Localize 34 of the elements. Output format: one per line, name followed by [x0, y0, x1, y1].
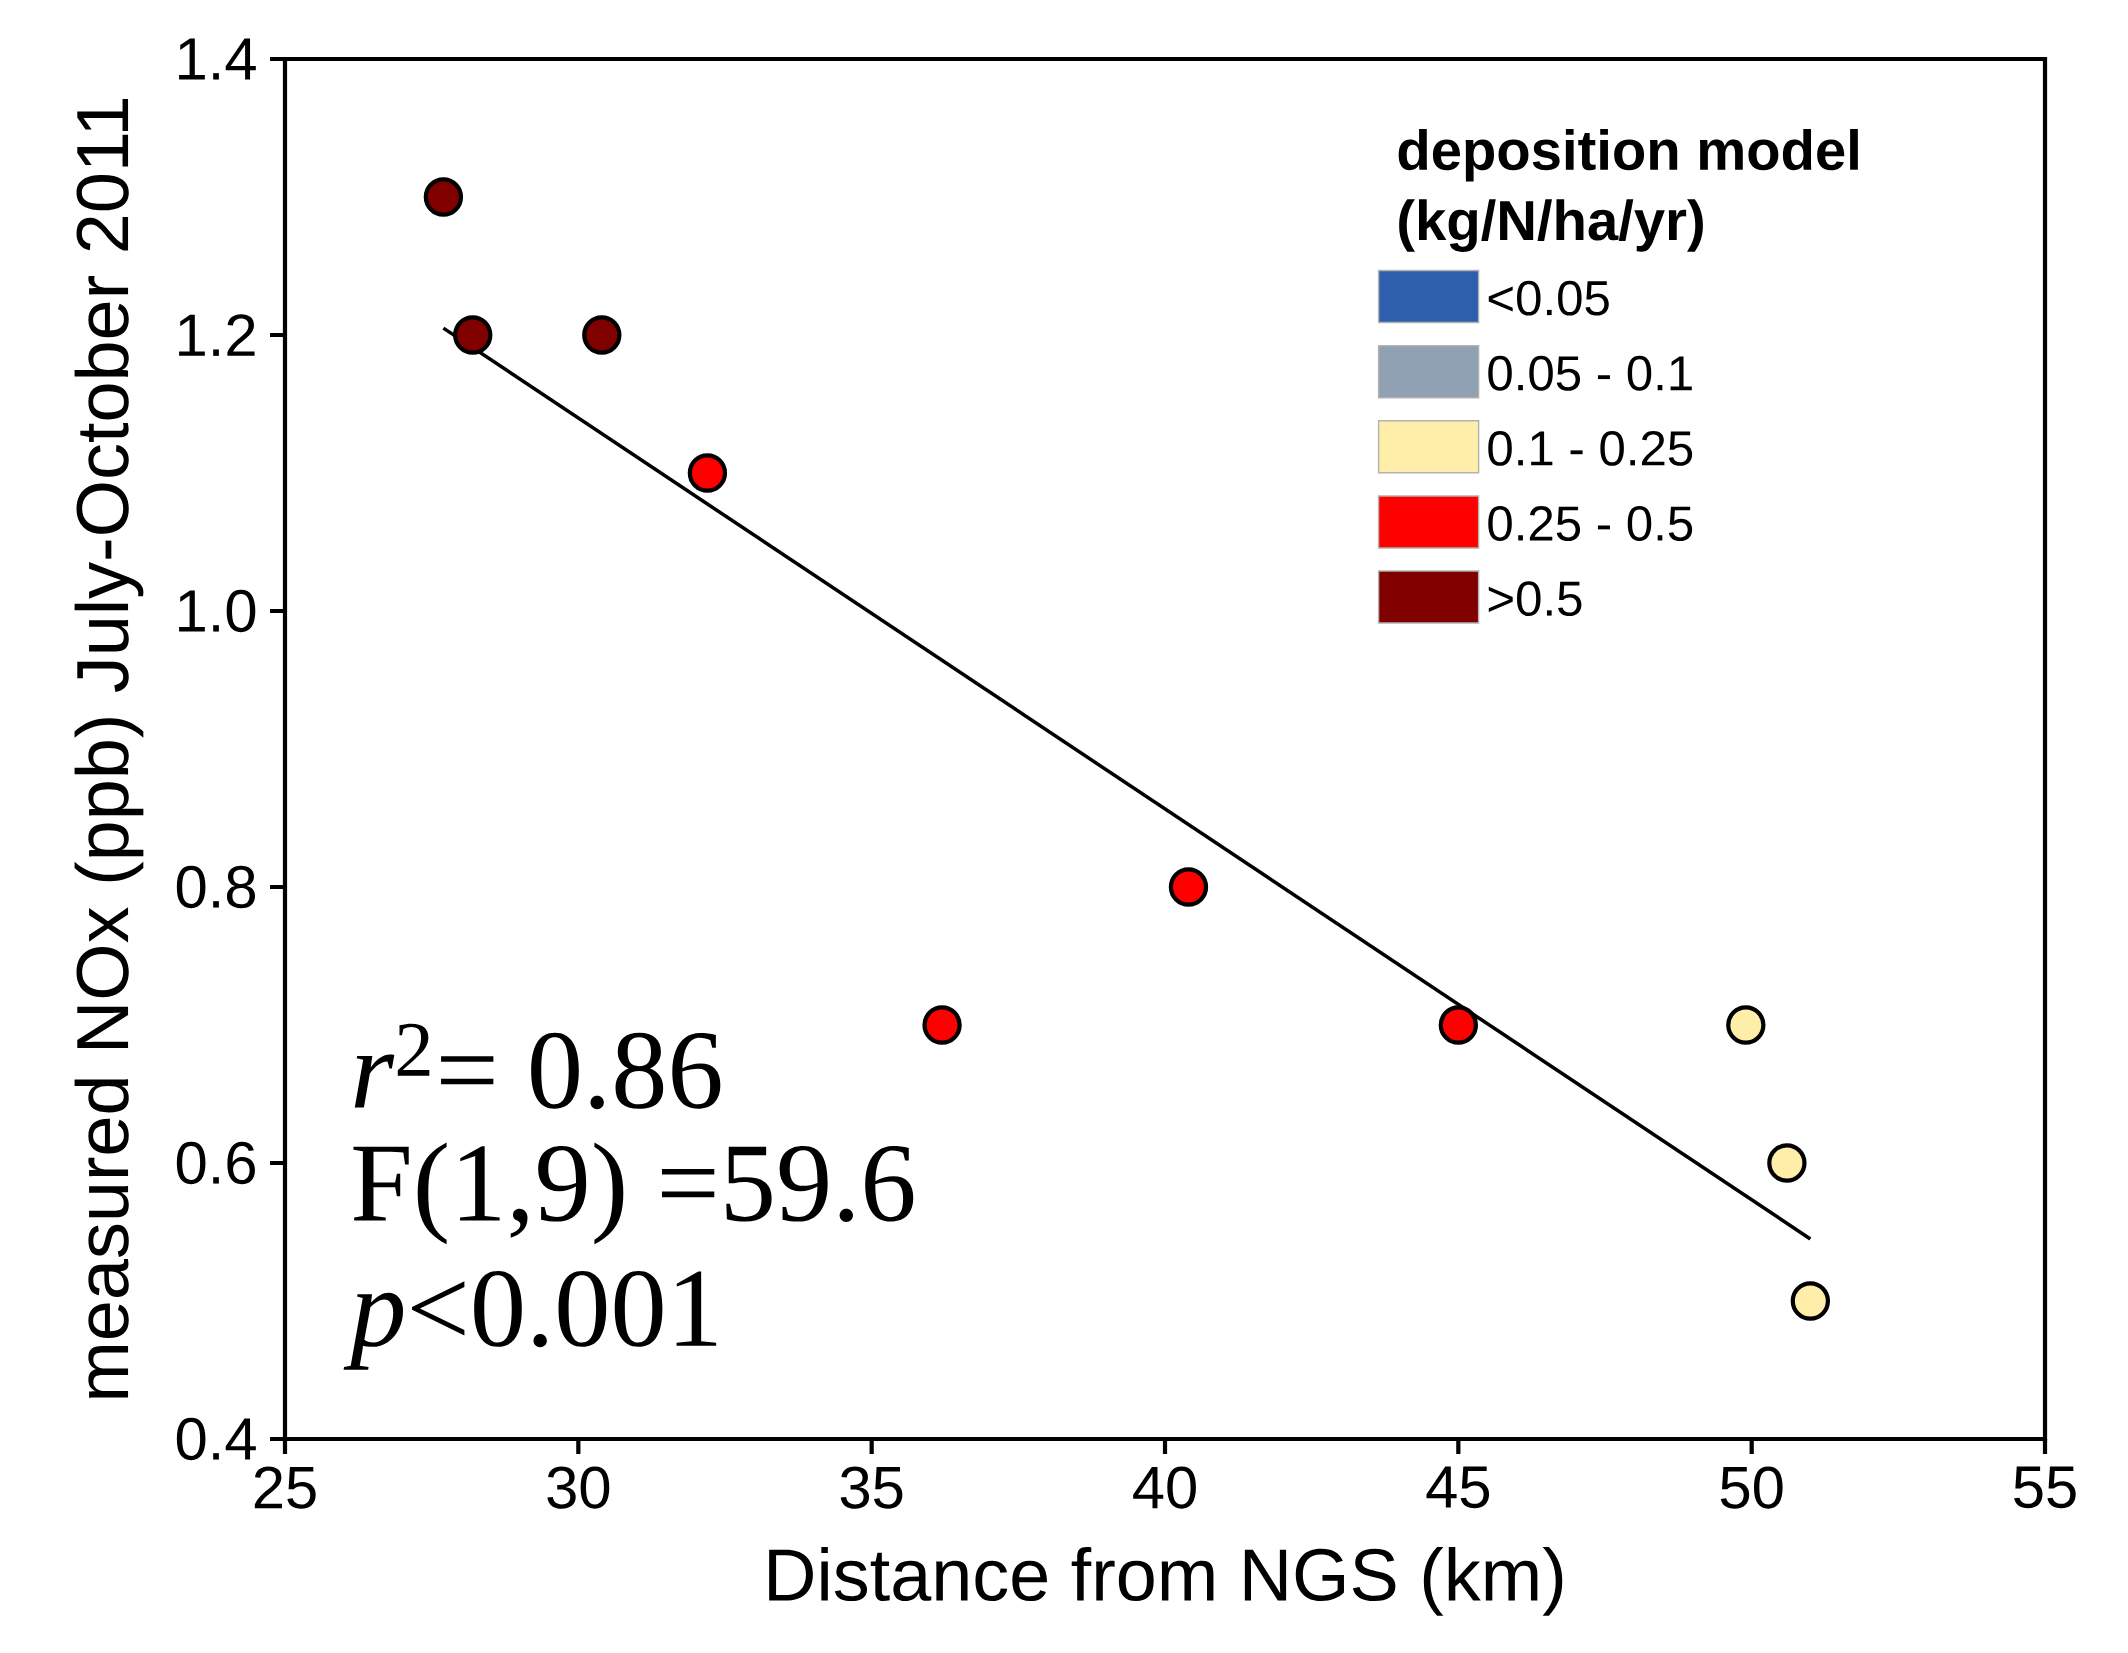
annotation: F(1,9) =59.6 [353, 1142, 914, 1245]
y-tick-label: 1.2 [179, 314, 255, 356]
point [687, 453, 728, 493]
point [1726, 1005, 1766, 1045]
point [1438, 1005, 1479, 1045]
legend-label: 0.1 - 0.25 [1488, 430, 1693, 466]
legend-label: >0.5 [1488, 581, 1582, 617]
x-tick-label: 25 [254, 1466, 316, 1509]
y-tick-label: 1.4 [179, 38, 256, 80]
point [1168, 867, 1209, 907]
y-tick-label: 1.0 [179, 589, 256, 633]
point [453, 315, 493, 355]
legend-label: 0.25 - 0.5 [1488, 506, 1693, 541]
x-tick-label: 45 [1426, 1466, 1490, 1509]
annotation: r$^{2}$= 0.86 [354, 1023, 721, 1110]
x-axis-title: Distance from NGS (km) [769, 1546, 1563, 1616]
legend-title: deposition model (kg/N/ha/yr) [1398, 128, 1858, 252]
point [423, 177, 464, 217]
legend-label: 0.05 - 0.1 [1488, 355, 1692, 391]
point [1767, 1143, 1807, 1183]
x-tick-label: 55 [2014, 1466, 2076, 1509]
y-tick-label: 0.4 [176, 1417, 256, 1461]
annotation: p<0.001 [343, 1270, 717, 1370]
y-axis-title: measured NOx (ppb) July-October 2011 [74, 99, 144, 1398]
x-tick-label: 30 [547, 1466, 610, 1509]
x-tick-label: 50 [1720, 1466, 1783, 1509]
point [1790, 1281, 1831, 1321]
x-tick-label: 40 [1133, 1466, 1196, 1509]
point [922, 1005, 962, 1045]
y-tick-label: 0.6 [176, 1141, 255, 1185]
x-tick-label: 35 [840, 1466, 903, 1509]
point [582, 315, 622, 355]
y-tick-label: 0.8 [176, 865, 255, 909]
legend-label: <0.05 [1488, 280, 1609, 316]
